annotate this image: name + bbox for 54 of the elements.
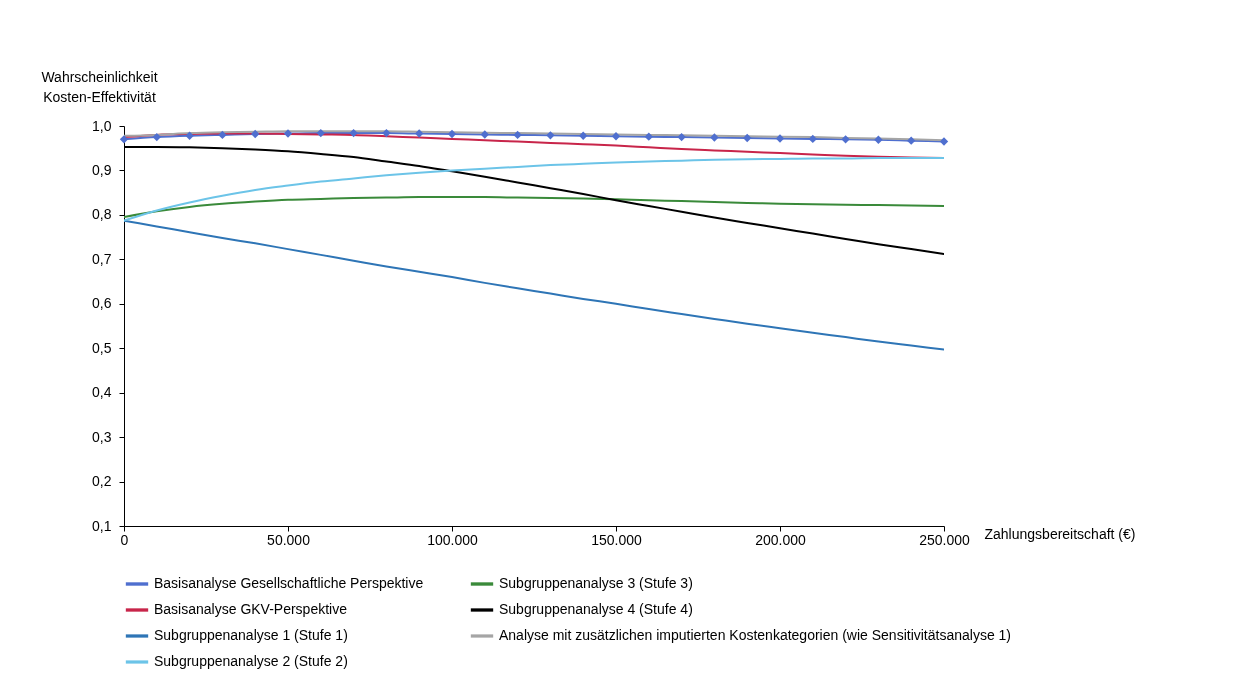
x-axis-title: Zahlungsbereitschaft (€) bbox=[984, 525, 1136, 542]
y-axis-title: Wahrscheinlichkeit Kosten-Effektivität bbox=[41, 68, 158, 105]
point bbox=[349, 128, 358, 138]
point bbox=[119, 135, 129, 144]
x-tick-label: 50.000 bbox=[267, 531, 311, 548]
x-tick-label: 250.000 bbox=[919, 531, 971, 548]
point bbox=[808, 134, 817, 144]
point bbox=[907, 136, 916, 145]
y-tick-label: 0,5 bbox=[92, 339, 112, 356]
x-tick-label: 200.000 bbox=[755, 531, 807, 548]
point bbox=[283, 129, 293, 138]
legend-label: Basisanalyse Gesellschaftliche Perspektive bbox=[154, 575, 424, 591]
point bbox=[316, 128, 325, 138]
y-tick-label: 1,0 bbox=[92, 117, 112, 134]
y-tick-label: 0,7 bbox=[92, 250, 112, 267]
line-series bbox=[124, 157, 944, 222]
line-series bbox=[124, 196, 944, 219]
legend-label: Subgruppenanalyse 2 (Stufe 2) bbox=[154, 653, 348, 669]
point bbox=[251, 129, 260, 139]
line-series bbox=[124, 219, 944, 351]
point bbox=[185, 131, 194, 140]
point bbox=[644, 132, 653, 141]
point bbox=[152, 132, 161, 142]
y-tick-label: 0,3 bbox=[92, 428, 112, 445]
x-tick-label: 0 bbox=[120, 531, 129, 548]
point bbox=[218, 130, 227, 140]
point bbox=[415, 129, 424, 138]
point bbox=[611, 132, 621, 141]
point bbox=[480, 130, 489, 139]
point bbox=[546, 131, 555, 140]
point bbox=[874, 135, 883, 144]
point bbox=[382, 128, 391, 138]
point bbox=[710, 133, 719, 142]
y-tick-label: 0,4 bbox=[92, 384, 112, 401]
y-tick-label: 0,2 bbox=[92, 473, 112, 490]
point bbox=[743, 133, 752, 143]
y-tick-label: 0,1 bbox=[92, 517, 112, 534]
legend-label: Subgruppenanalyse 1 (Stufe 1) bbox=[154, 627, 348, 643]
legend-label: Basisanalyse GKV-Perspektive bbox=[154, 601, 348, 617]
y-tick-label: 0,8 bbox=[92, 206, 112, 223]
point bbox=[447, 129, 457, 139]
point bbox=[513, 130, 522, 140]
point bbox=[775, 134, 785, 143]
legend-label: Subgruppenanalyse 3 (Stufe 3) bbox=[499, 575, 693, 591]
point bbox=[939, 137, 949, 146]
point bbox=[677, 132, 686, 142]
y-tick-label: 0,6 bbox=[92, 295, 112, 312]
point bbox=[841, 135, 850, 144]
point bbox=[579, 131, 588, 140]
x-tick-label: 150.000 bbox=[591, 531, 643, 548]
x-tick-label: 100.000 bbox=[427, 531, 479, 548]
y-tick-label: 0,9 bbox=[92, 161, 112, 178]
legend-label: Analyse mit zusätzlichen imputierten Kostenkategorien (wie Sensitivitätsanalyse 1) bbox=[499, 627, 1012, 643]
legend-label: Subgruppenanalyse 4 (Stufe 4) bbox=[499, 601, 693, 617]
